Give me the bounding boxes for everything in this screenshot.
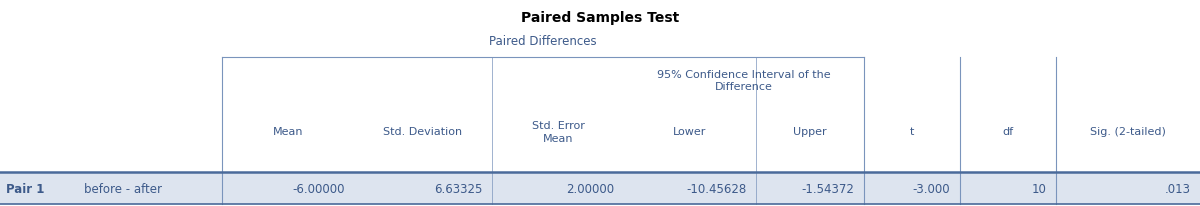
- Text: Lower: Lower: [673, 127, 707, 137]
- Text: t: t: [910, 127, 914, 137]
- Text: Paired Samples Test: Paired Samples Test: [521, 11, 679, 25]
- Text: Pair 1: Pair 1: [6, 182, 44, 195]
- Text: Paired Differences: Paired Differences: [490, 35, 596, 48]
- Bar: [0, 172, 1200, 204]
- Text: -1.54372: -1.54372: [802, 182, 854, 195]
- Text: 6.63325: 6.63325: [434, 182, 482, 195]
- Text: -3.000: -3.000: [913, 182, 950, 195]
- Text: 10: 10: [1032, 182, 1046, 195]
- Text: Std. Error
Mean: Std. Error Mean: [532, 121, 584, 143]
- Text: before - after: before - after: [84, 182, 162, 195]
- Text: Sig. (2-tailed): Sig. (2-tailed): [1090, 127, 1166, 137]
- Text: 95% Confidence Interval of the
Difference: 95% Confidence Interval of the Differenc…: [658, 69, 830, 91]
- Text: df: df: [1002, 127, 1014, 137]
- Text: -10.45628: -10.45628: [686, 182, 746, 195]
- Text: .013: .013: [1164, 182, 1190, 195]
- Text: Upper: Upper: [793, 127, 827, 137]
- Text: Std. Deviation: Std. Deviation: [384, 127, 462, 137]
- Text: -6.00000: -6.00000: [292, 182, 344, 195]
- Text: 2.00000: 2.00000: [566, 182, 614, 195]
- Text: Mean: Mean: [272, 127, 304, 137]
